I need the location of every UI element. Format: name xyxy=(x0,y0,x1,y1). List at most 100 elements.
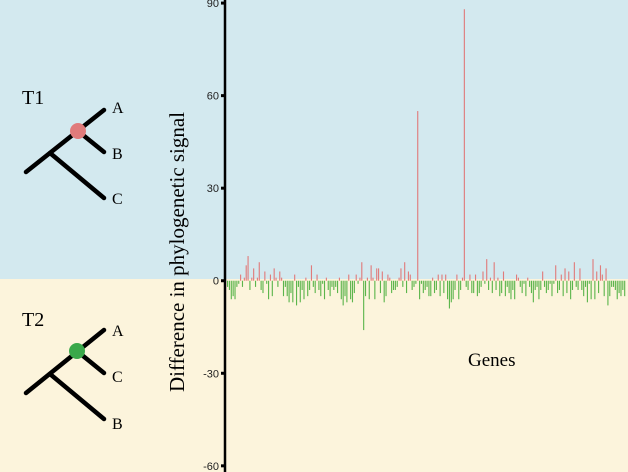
tree-t2-title: T2 xyxy=(22,309,44,331)
bar xyxy=(534,280,536,290)
bar xyxy=(581,280,583,290)
bar xyxy=(232,280,234,297)
bar xyxy=(254,280,257,287)
bar xyxy=(368,280,370,300)
bar xyxy=(307,280,309,297)
bar xyxy=(562,280,564,297)
bar xyxy=(514,280,516,300)
bar xyxy=(299,280,301,303)
bar xyxy=(432,277,434,281)
bar xyxy=(402,280,404,287)
tree-t2-branch-root-a xyxy=(23,327,107,396)
bar xyxy=(426,280,428,287)
bar xyxy=(323,280,326,300)
bar xyxy=(598,280,600,294)
bar xyxy=(333,280,335,290)
tree-t1-leaf-2: B xyxy=(112,146,123,163)
bar xyxy=(234,280,236,300)
bar xyxy=(253,268,255,281)
bar xyxy=(322,280,324,284)
y-axis-ticks: -60 -30 0 30 60 90 xyxy=(203,0,226,472)
bar xyxy=(329,280,331,297)
bar xyxy=(543,280,546,287)
bar xyxy=(258,262,260,281)
bar xyxy=(245,265,247,281)
bar xyxy=(594,280,596,300)
bar xyxy=(419,280,421,300)
bar xyxy=(344,280,346,297)
bar xyxy=(420,280,423,284)
bar xyxy=(411,280,413,290)
tree-t1-leaf-3: C xyxy=(112,191,123,208)
bar xyxy=(372,277,374,281)
tree-t2-leaf-3: B xyxy=(112,416,123,433)
bar xyxy=(288,280,290,303)
bar xyxy=(532,280,534,303)
bar xyxy=(363,280,365,331)
y-tick-label: -30 xyxy=(203,368,219,380)
bar-series xyxy=(227,9,626,331)
bar xyxy=(290,280,292,294)
bar xyxy=(297,280,299,287)
bar xyxy=(596,271,598,281)
bar xyxy=(385,280,387,297)
bar xyxy=(452,280,454,300)
bar xyxy=(516,274,518,281)
bar xyxy=(542,271,544,281)
bar xyxy=(335,280,337,287)
y-axis-label: Difference in phylogenetic signal xyxy=(165,112,189,392)
bar xyxy=(286,280,288,297)
bar xyxy=(474,274,477,281)
bar xyxy=(499,280,501,297)
bar xyxy=(370,265,372,281)
bar xyxy=(249,280,251,290)
bar xyxy=(510,280,512,300)
bar xyxy=(566,280,568,294)
bar xyxy=(247,256,249,281)
bar xyxy=(355,274,357,281)
bar xyxy=(268,280,270,300)
bar xyxy=(351,280,354,303)
bar xyxy=(404,262,406,281)
bar xyxy=(350,280,352,300)
bar xyxy=(583,280,585,297)
bar xyxy=(405,280,408,294)
bar xyxy=(327,280,329,290)
bar xyxy=(491,280,493,294)
tree-t1-node-marker xyxy=(70,123,86,139)
bar xyxy=(463,9,465,281)
bar xyxy=(486,259,488,281)
bar xyxy=(557,280,559,294)
bar xyxy=(622,280,624,290)
top-background xyxy=(0,0,628,279)
bar xyxy=(357,280,359,284)
bar xyxy=(545,280,547,294)
tree-t2-leaf-1: A xyxy=(112,323,124,340)
y-tick-label: 60 xyxy=(207,91,219,103)
bar xyxy=(460,280,462,290)
bar xyxy=(381,271,383,281)
bar xyxy=(277,280,279,287)
bar xyxy=(488,280,490,290)
bar xyxy=(618,280,620,294)
bar xyxy=(465,280,467,287)
bar xyxy=(590,280,592,300)
bar xyxy=(607,280,609,306)
tree-t1-title: T1 xyxy=(22,87,44,109)
bar xyxy=(228,280,230,290)
bar xyxy=(555,265,557,281)
bar xyxy=(504,280,506,297)
bar xyxy=(303,280,305,300)
bar xyxy=(456,274,458,281)
bar xyxy=(284,280,286,287)
bar xyxy=(584,280,587,287)
tree-t1-branch-root-a xyxy=(23,107,107,175)
bar xyxy=(262,280,264,294)
bar xyxy=(353,280,355,294)
bar xyxy=(586,280,588,303)
bar xyxy=(530,280,533,294)
bar xyxy=(398,277,400,281)
bar xyxy=(512,280,514,290)
bar xyxy=(366,277,368,281)
bar xyxy=(517,277,519,281)
